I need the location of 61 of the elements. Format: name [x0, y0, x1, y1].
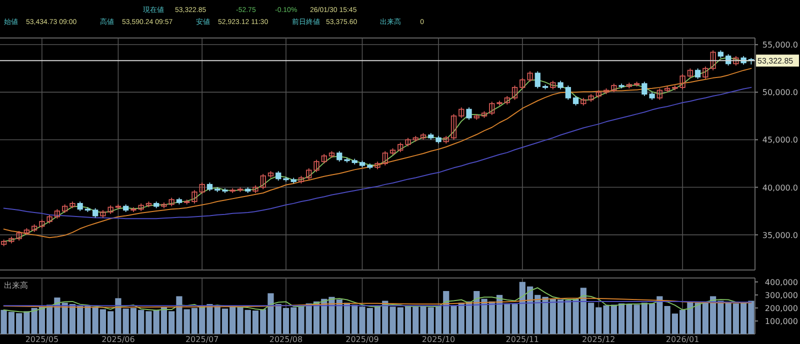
candlestick [336, 150, 342, 162]
candlestick [46, 214, 52, 224]
line-series [3, 298, 752, 308]
candlestick [534, 70, 540, 89]
candlestick [702, 66, 708, 80]
y-tick-label: 300,000 [764, 290, 798, 300]
x-tick-label: 2025/06 [102, 335, 135, 344]
x-tick-label: 2025/09 [346, 335, 379, 344]
candlestick [687, 68, 693, 78]
chart-title: 出来高 [4, 281, 28, 290]
y-tick-label: 400,000 [764, 278, 798, 287]
y-tick-label: 55,000.0 [762, 40, 798, 50]
candlestick [405, 137, 411, 147]
candlestick [39, 219, 45, 229]
x-tick-label: 2026/01 [666, 335, 700, 344]
candlestick [458, 106, 464, 118]
candlestick [527, 70, 533, 82]
candlestick [680, 74, 686, 90]
candlestick [92, 208, 98, 218]
y-tick-label: 100,000 [764, 316, 798, 326]
candlestick [398, 142, 404, 153]
candlestick [306, 168, 312, 180]
ref-line-label: 53,322.85 [758, 56, 794, 66]
candlestick [192, 190, 198, 204]
line-series [3, 86, 752, 220]
y-tick-label: 50,000.0 [762, 88, 798, 98]
x-tick-label: 2025/11 [506, 335, 540, 344]
candlestick [733, 56, 739, 66]
candlestick [611, 83, 617, 93]
x-tick-label: 2025/07 [185, 335, 219, 344]
candlestick [16, 230, 22, 241]
candlestick [710, 50, 716, 71]
y-tick-label: 35,000.0 [762, 230, 798, 240]
x-tick-label: 2025/05 [25, 335, 59, 344]
candlestick [694, 68, 701, 80]
candlestick [520, 77, 526, 90]
candlestick [565, 85, 571, 100]
x-tick-label: 2025/08 [269, 335, 303, 344]
candlestick [108, 204, 114, 214]
candlestick [642, 81, 648, 96]
candlestick [260, 174, 266, 190]
candlestick [62, 204, 68, 214]
candlestick [199, 182, 205, 194]
candlestick [572, 96, 579, 106]
candlestick [168, 197, 174, 207]
x-tick-label: 2025/10 [422, 335, 456, 344]
candlestick [489, 101, 495, 116]
candlestick [656, 88, 662, 100]
candlestick [466, 106, 472, 120]
candlestick [450, 114, 457, 140]
x-tick-label: 2025/12 [582, 335, 616, 344]
candlestick [512, 85, 518, 100]
candlestick [54, 208, 60, 220]
y-tick-label: 45,000.0 [762, 136, 798, 145]
candlestick [314, 159, 320, 173]
candlestick [77, 201, 83, 212]
y-tick-label: 200,000 [764, 304, 798, 313]
candlestick [382, 150, 388, 166]
y-tick-label: 40,000.0 [762, 183, 798, 192]
candlestick [276, 170, 282, 182]
candlestick [321, 154, 327, 164]
